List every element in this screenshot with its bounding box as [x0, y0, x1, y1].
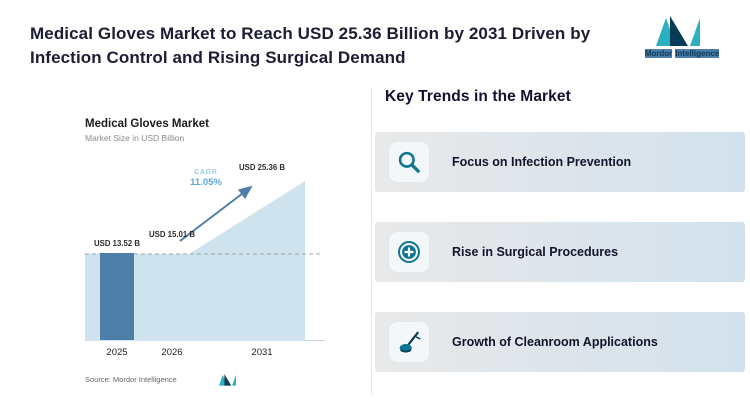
icon-tile	[388, 321, 430, 363]
page-title: Medical Gloves Market to Reach USD 25.36…	[30, 24, 591, 68]
chart-title: Medical Gloves Market	[85, 118, 209, 130]
medical-cross-icon	[398, 241, 420, 263]
bar-value-2: USD 25.36 B	[239, 163, 285, 172]
bar-value-0: USD 13.52 B	[94, 239, 140, 249]
mordor-logo-small-icon	[218, 374, 236, 386]
cagr-label: CAGR 11.05%	[175, 169, 237, 188]
cleaning-mop-icon	[399, 331, 421, 353]
brand-name-secondary: Intelligence	[675, 49, 720, 58]
trend-card-surgical-procedures: Rise in Surgical Procedures	[375, 222, 745, 282]
trends-panel: Key Trends in the Market Focus on Infect…	[375, 88, 745, 372]
bar-2025	[100, 253, 134, 340]
panel-divider	[371, 88, 372, 395]
magnifier-icon	[398, 151, 420, 173]
x-axis: 2025 2026 2031	[85, 345, 325, 361]
chart-subtitle: Market Size in USD Billion	[85, 133, 185, 143]
trend-card-cleanroom-applications: Growth of Cleanroom Applications	[375, 312, 745, 372]
bar-value-1: USD 15.01 B	[149, 229, 195, 239]
chart-panel: Medical Gloves Market Market Size in USD…	[85, 118, 345, 386]
trends-heading: Key Trends in the Market	[385, 88, 571, 105]
chart-plot: USD 13.52 B USD 15.01 B USD 25.36 B CAGR…	[85, 161, 325, 341]
icon-tile	[388, 141, 430, 183]
brand-name: Mordor Intelligence	[636, 49, 728, 58]
trend-label: Focus on Infection Prevention	[452, 155, 632, 169]
chart-background	[85, 181, 323, 341]
source-text: Source: Mordor Intelligence	[85, 375, 177, 384]
brand-name-primary: Mordor	[644, 49, 673, 58]
cagr-value: 11.05%	[190, 177, 222, 188]
trend-label: Rise in Surgical Procedures	[452, 245, 619, 259]
growth-arrow	[179, 185, 253, 242]
x-tick-2026: 2026	[161, 347, 183, 358]
trend-label: Growth of Cleanroom Applications	[452, 335, 658, 349]
trend-card-infection-prevention: Focus on Infection Prevention	[375, 132, 745, 192]
cagr-caption: CAGR	[194, 169, 218, 176]
brand-logo: Mordor Intelligence	[636, 14, 728, 58]
x-tick-2031: 2031	[251, 347, 273, 358]
source-row: Source: Mordor Intelligence	[85, 373, 345, 386]
mordor-logo-icon	[656, 16, 700, 46]
icon-tile	[388, 231, 430, 273]
growth-area-shape	[85, 181, 305, 341]
x-tick-2025: 2025	[106, 347, 128, 358]
